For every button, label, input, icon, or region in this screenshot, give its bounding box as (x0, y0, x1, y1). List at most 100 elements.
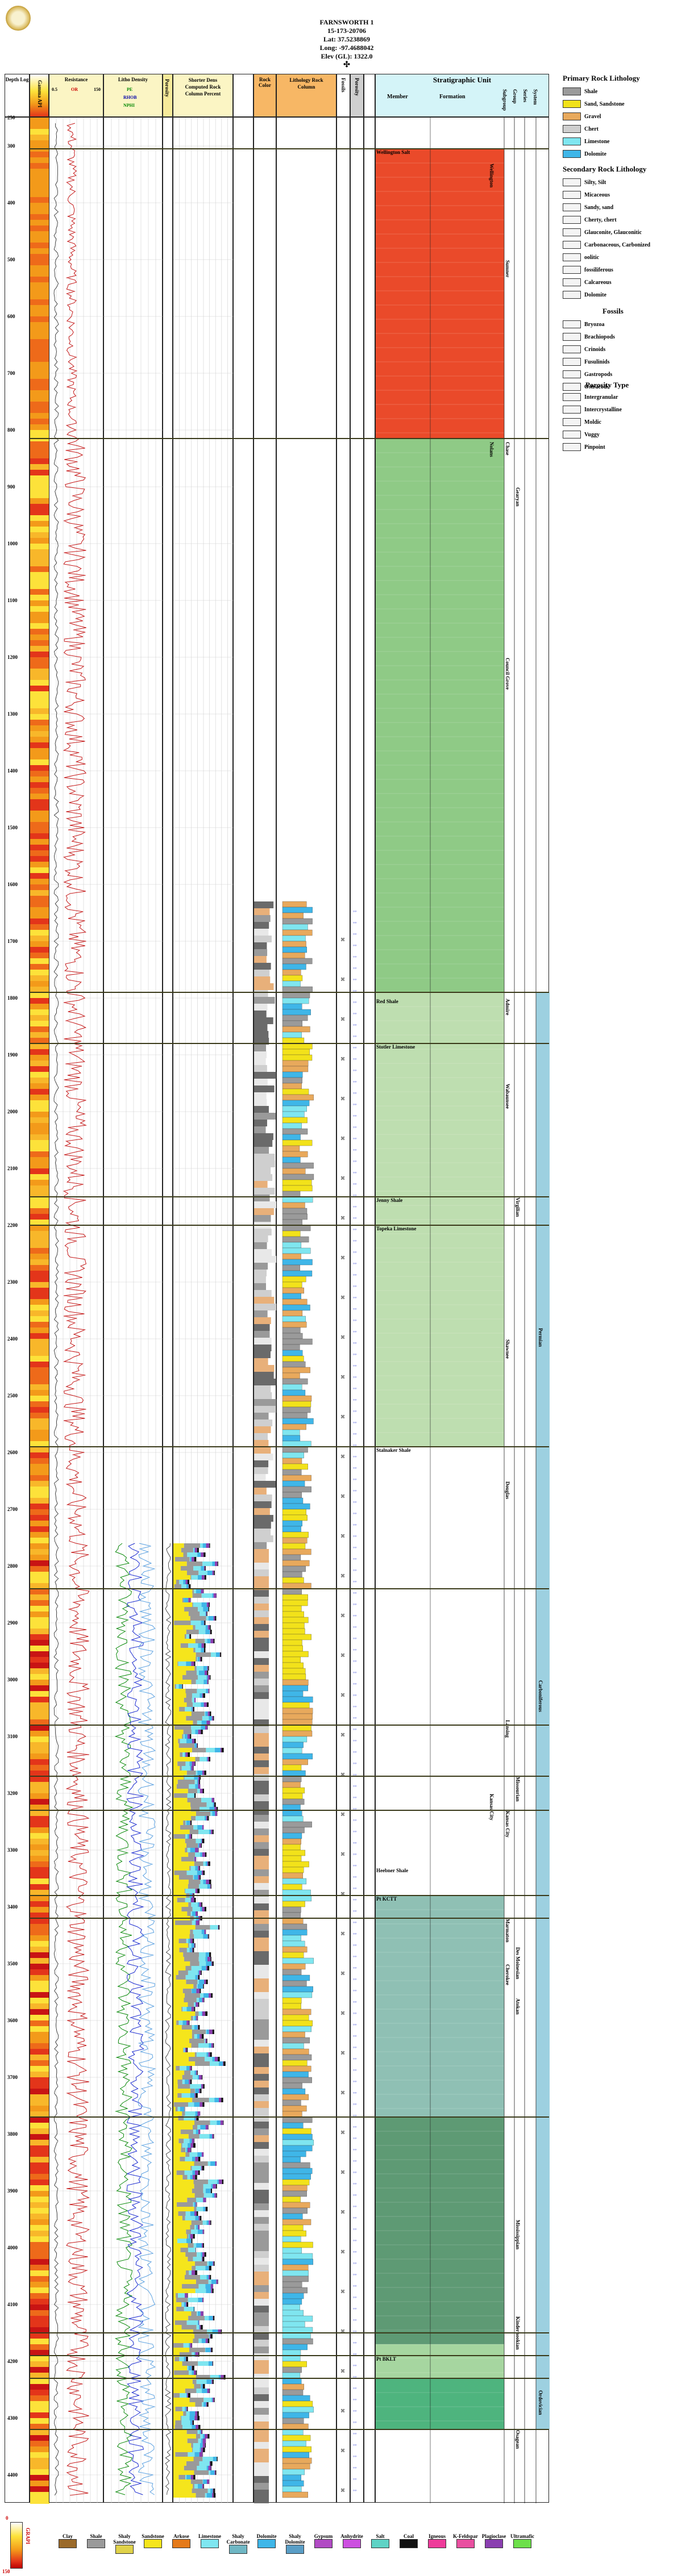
porosity-type-mark: ◦◦ (353, 1351, 356, 1357)
rock-percent-segment (184, 2307, 194, 2311)
rock-percent-segment (201, 2243, 203, 2248)
rock-percent-segment (194, 2202, 196, 2207)
porosity-type-mark: ◦◦ (353, 1590, 356, 1596)
lithology-bed (282, 1747, 302, 1754)
rock-percent-segment (178, 1661, 186, 1666)
rock-percent-segment (210, 1957, 211, 1961)
porosity-swatch (563, 431, 581, 439)
bottom-legend-label: Igneous (428, 2533, 446, 2539)
rock-percent-segment (178, 2293, 185, 2298)
rock-percent-segment (197, 2075, 200, 2080)
rock-percent-segment (214, 1807, 217, 1811)
rock-percent-segment (173, 1625, 193, 1630)
rock-percent-segment (211, 2184, 213, 2189)
rock-percent-segment (173, 2389, 185, 2393)
rock-percent-segment (194, 1775, 198, 1780)
rock-percent-segment (196, 2130, 198, 2134)
depth-tick-label: 3700 (7, 2074, 18, 2080)
porosity-type-mark: ◦◦ (353, 1317, 356, 1323)
porosity-legend-item: Intergranular (563, 393, 618, 401)
rock-percent-segment (197, 1980, 200, 1984)
rock-percent-segment (186, 2234, 189, 2239)
rock-percent-segment (198, 2320, 200, 2325)
porosity-type-mark: ◦◦ (353, 1704, 356, 1709)
rock-percent-segment (190, 2211, 195, 2216)
rock-percent-segment (194, 2170, 198, 2175)
rock-percent-segment (223, 2120, 224, 2125)
rock-percent-segment (199, 1780, 201, 1784)
gamma-band (30, 1339, 49, 1345)
gamma-band (30, 1805, 49, 1811)
gamma-band (30, 1736, 49, 1743)
gamma-band (30, 305, 49, 311)
rock-percent-segment (173, 1998, 184, 2002)
rock-color-band (254, 1154, 275, 1160)
depth-tick-label: 4100 (7, 2302, 18, 2307)
porosity-type-mark: ◦◦ (353, 1385, 356, 1391)
rock-percent-segment (192, 2343, 193, 2348)
rock-percent-segment (173, 1671, 186, 1675)
rock-percent-segment (173, 1566, 181, 1571)
rock-percent-segment (196, 1680, 204, 1684)
rock-percent-segment (205, 1625, 208, 1630)
gamma-band (30, 1816, 49, 1822)
rock-percent-segment (178, 2116, 184, 2120)
rock-percent-segment (200, 2434, 203, 2439)
rock-percent-segment (186, 1584, 189, 1589)
porosity-type-mark: ◦◦ (353, 2022, 356, 2027)
fossil-mark: ⌘ (340, 1057, 345, 1062)
rock-percent-segment (184, 1598, 189, 1602)
gamma-band (30, 492, 49, 499)
rock-color-band (254, 2272, 269, 2278)
gamma-band (30, 975, 49, 982)
rock-percent-segment (188, 2143, 191, 2148)
rock-color-band (254, 1985, 269, 1992)
rock-percent-segment (190, 1911, 192, 1916)
lithology-bed (282, 2435, 311, 2441)
lithology-bed (282, 2474, 302, 2481)
rock-percent-segment (220, 2120, 223, 2125)
depth-tick-label: 1100 (7, 598, 18, 603)
rock-percent-segment (198, 2425, 201, 2429)
rock-percent-segment (215, 1811, 217, 1816)
rock-color-band (254, 2047, 269, 2053)
rock-percent-segment (203, 1880, 206, 1884)
lithology-bed (282, 1247, 311, 1254)
rock-color-band (254, 1706, 269, 1713)
porosity-swatch (563, 418, 581, 426)
rock-percent-segment (197, 1825, 202, 1830)
gamma-band (30, 2367, 49, 2373)
rock-percent-segment (184, 1998, 197, 2002)
rock-color-band (254, 2176, 269, 2183)
gamma-band (30, 2168, 49, 2174)
rock-percent-segment (189, 1734, 192, 1739)
rock-percent-segment (191, 1575, 198, 1580)
rock-percent-segment (192, 2139, 194, 2143)
rock-percent-segment (185, 2270, 189, 2275)
rock-percent-segment (203, 2398, 212, 2402)
gamma-band (30, 538, 49, 544)
rock-percent-segment (196, 2379, 207, 2384)
rock-percent-segment (173, 2139, 179, 2143)
depth-tick-label: 500 (7, 257, 15, 262)
gamma-band (30, 2083, 49, 2089)
rock-percent-segment (201, 2439, 203, 2443)
secondary-legend-item: Dolomite (563, 291, 606, 299)
lithology-bed (282, 1230, 301, 1237)
rock-percent-segment (203, 1702, 207, 1707)
lithology-bed (282, 1815, 304, 1822)
rock-percent-segment (223, 2375, 226, 2379)
rock-percent-segment (178, 1739, 180, 1743)
porosity-type-mark: ◦◦ (353, 1692, 356, 1698)
rock-color-band (254, 1494, 272, 1501)
rock-percent-segment (173, 2320, 175, 2325)
lithology-bed (282, 1838, 301, 1845)
gamma-band (30, 248, 49, 254)
gamma-band (30, 1254, 49, 1260)
gamma-band (30, 850, 49, 857)
rock-percent-segment (189, 2039, 205, 2043)
gamma-band (30, 652, 49, 658)
rock-color-band (254, 2374, 269, 2381)
rock-percent-segment (194, 1761, 196, 1766)
api-number: 15-173-20706 (327, 27, 366, 35)
